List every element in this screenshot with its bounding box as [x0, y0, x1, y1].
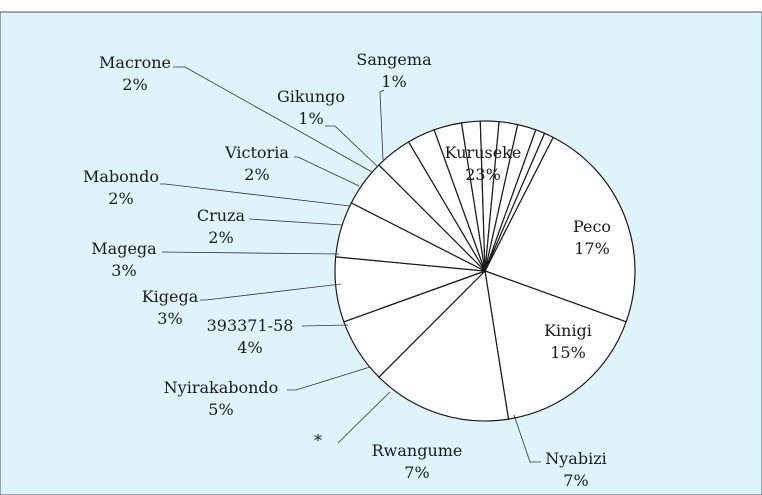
slice-label: Gikungo 1%: [277, 87, 345, 128]
slice-name: *: [314, 431, 322, 450]
slice-name: 393371-58: [207, 316, 294, 335]
leader-line: [301, 324, 349, 327]
slice-name: Kuruseke: [445, 143, 522, 162]
slice-label: Kigega 3%: [142, 287, 199, 328]
pie-slice-kinigi: [378, 269, 510, 422]
slice-name: Nyirakabondo: [164, 378, 279, 397]
slice-percent: 1%: [381, 72, 406, 91]
slice-label: Kinigi 15%: [544, 321, 592, 362]
leader-line: [379, 89, 385, 161]
slice-label: Mabondo 2%: [83, 167, 159, 208]
slice-label: Cruza 2%: [197, 206, 246, 247]
pie-slices: [334, 120, 636, 422]
slice-percent: 2%: [208, 228, 233, 247]
leader-lines: [160, 66, 541, 463]
slice-label: Rwangume 7%: [372, 441, 463, 482]
slice-percent: 2%: [122, 75, 147, 94]
pie-slice-kuruseke: [484, 136, 636, 323]
slice-name: Rwangume: [372, 441, 463, 460]
slice-percent: 23%: [465, 165, 501, 184]
slice-percent: 3%: [157, 309, 182, 328]
leader-line: [248, 218, 343, 226]
slice-label: Magega 3%: [91, 239, 157, 280]
slice-percent: 5%: [208, 400, 233, 419]
slice-percent: 7%: [563, 471, 588, 490]
slice-name: Gikungo: [277, 87, 345, 106]
leader-line: [337, 391, 391, 444]
slice-name: Nyabizi: [545, 449, 606, 468]
slice-label: Nyirakabondo 5%: [164, 378, 279, 419]
slice-name: Kigega: [142, 287, 199, 306]
slice-label: Victoria 2%: [224, 143, 289, 184]
pie-slice-peco: [484, 270, 627, 420]
slice-label: Kuruseke 23%: [445, 143, 522, 184]
slice-name: Peco: [573, 217, 611, 236]
slice-percent: 2%: [108, 189, 133, 208]
slice-label: Sangema 1%: [356, 50, 432, 91]
leader-line: [200, 283, 342, 301]
leader-line: [287, 366, 371, 391]
slice-name: Sangema: [356, 50, 432, 69]
slice-name: Victoria: [224, 143, 289, 162]
leader-line: [161, 251, 340, 255]
slice-label: 393371-58 4%: [207, 316, 294, 357]
leader-line: [513, 414, 541, 463]
slice-percent: 1%: [298, 109, 323, 128]
slice-label: *: [314, 431, 322, 450]
slice-name: Magega: [91, 239, 157, 258]
leader-line: [173, 66, 373, 173]
slice-name: Cruza: [197, 206, 246, 225]
slice-percent: 7%: [404, 463, 429, 482]
slice-name: Mabondo: [83, 167, 159, 186]
slice-percent: 3%: [111, 261, 136, 280]
leader-line: [294, 156, 360, 187]
leader-line: [325, 125, 378, 167]
slice-labels: Kuruseke 23%Peco 17%Kinigi 15%Nyabizi 7%Rwan…: [83, 50, 611, 490]
slice-name: Macrone: [99, 53, 171, 72]
slice-label: Macrone 2%: [99, 53, 171, 94]
slice-label: Nyabizi 7%: [545, 449, 606, 490]
slice-percent: 2%: [244, 165, 269, 184]
slice-name: Kinigi: [544, 321, 592, 340]
pie-slice-sangema: [484, 132, 554, 272]
leader-line: [160, 183, 351, 207]
slice-percent: 17%: [574, 239, 610, 258]
slice-percent: 4%: [237, 338, 262, 357]
slice-percent: 15%: [550, 343, 586, 362]
slice-label: Peco 17%: [573, 217, 611, 258]
